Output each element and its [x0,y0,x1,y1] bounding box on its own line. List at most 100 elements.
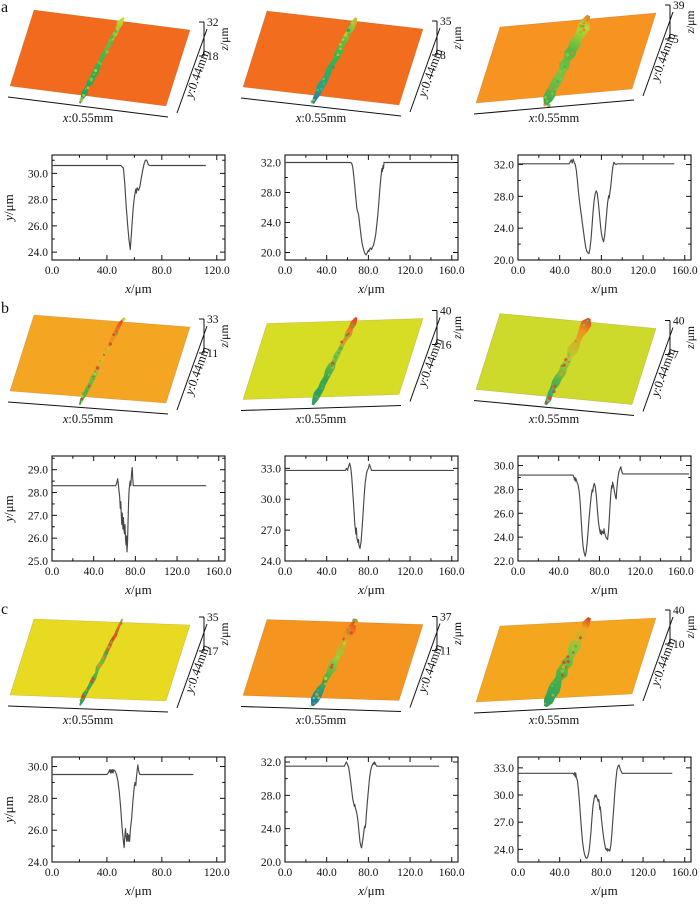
profile-line [285,761,440,849]
y-tick-label: 27.0 [261,525,281,537]
groove-speckle [315,396,318,399]
y-tick-label: 28.0 [261,790,281,802]
groove-speckle [331,361,335,365]
z-axis-label: z/μm [685,326,697,350]
profile-plot-b3: 0.0 40.0 80.0 120.0 160.0 22.0 24.0 26.0 28.0 30.… [494,455,694,597]
z-tick-label: 10 [673,639,685,651]
profile-line [518,158,675,255]
groove-speckle [552,680,556,684]
groove-speckle [551,386,553,388]
groove-speckle [320,79,323,81]
groove-speckle [84,688,88,692]
groove-speckle [112,35,114,37]
y-tick-label: 30.0 [494,461,514,473]
groove-speckle [562,669,564,671]
groove-speckle [84,691,88,694]
profile-plot-c2: 0.0 40.0 80.0 120.0 160.0 20.0 24.0 28.0 32.0 x/μ… [261,756,465,898]
groove-speckle [107,348,109,351]
profile-line [518,466,689,557]
groove-speckle [547,400,550,403]
panel-b2: x:0.55mm y:0.44mm 40 16 z/μm 0.0 40.0 80.0 120.0… [233,301,466,602]
y-tick-label: 20.0 [261,857,281,869]
panel-c1: c x:0.55mm y:0.44mm 35 17 z/μm 0.0 40.0 80.0 120.… [0,601,233,903]
groove-speckle [342,642,346,646]
x-tick-label: 80.0 [152,867,172,879]
groove-speckle [553,384,557,388]
profile-line [52,159,206,251]
groove-speckle [552,390,556,394]
groove-speckle [343,40,346,43]
x-axis-label: x/μm [357,883,384,898]
x-tick-label: 160.0 [672,265,698,277]
groove-speckle [334,53,337,55]
y-axis-line [176,623,208,709]
groove-speckle [545,398,548,400]
groove [543,14,591,106]
x-tick-label: 0.0 [511,566,526,578]
z-tick-label: 35 [207,612,219,624]
x-tick-label: 80.0 [358,867,378,879]
groove-speckle [115,26,118,29]
x-scale-label: x:0.55mm [295,412,347,426]
groove-speckle [83,396,86,398]
x-tick-label: 0.0 [278,566,293,578]
y-tick-label: 25.0 [28,556,48,568]
groove-speckle [354,619,358,623]
groove-speckle [344,639,346,641]
groove-speckle [575,638,579,642]
z-tick-label: 11 [207,348,218,360]
groove-speckle [320,88,323,90]
groove-speckle [574,644,578,648]
groove-speckle [309,705,312,707]
z-axis-label: z/μm [685,11,697,35]
y-tick-label: 24.0 [261,218,281,230]
z-tick-label: 11 [440,646,451,658]
y-axis-line [176,28,208,114]
z-axis-label: z/μm [685,616,697,640]
groove-speckle [581,24,585,28]
groove-speckle [543,103,547,107]
groove-speckle [551,693,555,697]
x-tick-label: 40.0 [317,265,337,277]
y-tick-label: 24.0 [28,247,48,259]
x-tick-label: 160.0 [439,265,465,277]
groove-speckle [120,622,123,625]
groove-speckle [315,391,319,396]
groove-speckle [81,394,84,398]
groove-speckle [322,83,325,86]
z-tick-label: 32 [207,17,219,29]
z-tick-label: 40 [440,306,452,318]
x-tick-label: 80.0 [591,265,611,277]
groove-speckle [340,340,344,344]
groove-speckle [312,701,316,705]
x-axis-label: x/μm [590,883,617,898]
y-tick-label: 30.0 [28,762,48,774]
x-tick-label: 40.0 [84,566,104,578]
groove-speckle [79,698,82,702]
groove-speckle [318,390,322,394]
z-tick-label: 7 [673,350,679,362]
groove-speckle [101,656,104,660]
x-axis-label: x/μm [357,582,384,597]
groove-speckle [562,660,566,665]
z-tick-label: 40 [673,605,685,617]
groove-speckle [93,73,95,76]
groove-speckle [106,346,110,350]
z-tick-label: 33 [207,314,219,326]
panel-b1: b x:0.55mm y:0.44mm 33 11 z/μm 0.0 40.0 80.0 120.… [0,300,233,602]
groove-speckle [121,318,125,322]
groove-speckle [323,676,328,681]
groove-speckle [92,377,96,381]
groove [311,17,358,104]
groove-speckle [563,68,566,72]
x-scale-label: x:0.55mm [62,412,114,426]
y-tick-label: 27.0 [494,817,514,829]
z-axis-label: z/μm [452,316,464,340]
groove-speckle [551,92,554,95]
groove-speckle [582,28,586,32]
groove-speckle [116,28,119,31]
y-tick-label: 26.0 [28,825,48,837]
groove-speckle [560,673,565,677]
plot-frame [284,756,459,863]
